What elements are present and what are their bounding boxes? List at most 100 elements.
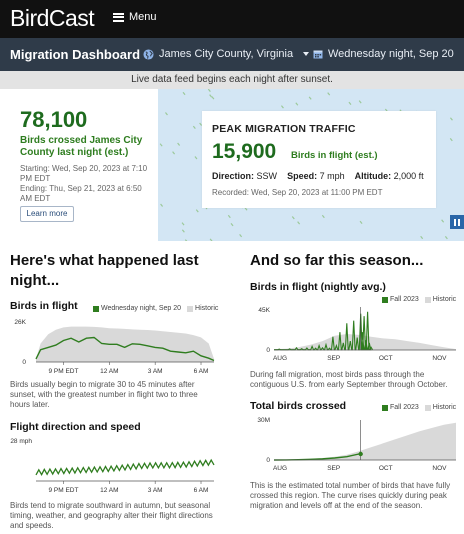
- bird-speck: [172, 151, 176, 155]
- x-tick-label: SEP: [327, 465, 340, 472]
- top-bar: BirdCast Menu: [0, 0, 464, 38]
- legend-label-historic: Historic: [432, 296, 457, 303]
- x-tick-label: 9 PM EDT: [49, 368, 79, 375]
- season-heading: And so far this season...: [250, 252, 424, 269]
- bird-speck: [321, 214, 325, 219]
- pause-button[interactable]: [450, 215, 464, 229]
- total-chart-caption: This is the estimated total number of bi…: [250, 481, 451, 510]
- flight-chart-legend: Wednesday night, Sep 20 Historic: [93, 305, 218, 312]
- bird-speck: [227, 214, 231, 219]
- dashboard-bar: Migration Dashboard James City County, V…: [0, 38, 464, 71]
- peak-value: 15,900: [212, 140, 277, 163]
- x-tick-label: 6 AM: [194, 487, 209, 494]
- nightly-chart-title: Birds in flight (nightly avg.): [250, 281, 386, 293]
- dashboard-title: Migration Dashboard: [10, 47, 141, 62]
- speed-label: Speed:: [287, 171, 318, 181]
- y-tick-label: 28 mph: [10, 438, 32, 445]
- menu-button[interactable]: Menu: [113, 11, 157, 23]
- bird-speck: [295, 102, 299, 106]
- birdcast-logo[interactable]: BirdCast: [10, 5, 95, 31]
- bird-speck: [244, 207, 248, 211]
- bird-speck: [181, 222, 185, 226]
- x-tick-label: AUG: [273, 465, 287, 472]
- direction-chart-title: Flight direction and speed: [10, 421, 141, 433]
- total-chart-legend: Fall 2023 Historic: [382, 404, 456, 411]
- bird-speck: [449, 117, 453, 121]
- legend-swatch-current: [382, 296, 388, 303]
- bird-speck: [211, 96, 215, 100]
- y-tick-label: 30M: [257, 417, 270, 424]
- altitude-label: Altitude:: [354, 171, 392, 181]
- summary-panel: 78,100 Birds crossed James City County l…: [0, 89, 158, 241]
- bird-speck: [199, 122, 203, 126]
- bird-speck: [209, 94, 213, 98]
- historic-area: [274, 422, 456, 460]
- current-night-line: [35, 336, 215, 362]
- bird-speck: [297, 221, 301, 225]
- legend-swatch-historic: [424, 404, 431, 411]
- y-tick-label: 26K: [14, 319, 26, 326]
- total-chart-title: Total birds crossed: [250, 400, 347, 412]
- nightly-chart-caption: During fall migration, most birds pass t…: [250, 370, 448, 389]
- bird-speck: [207, 89, 211, 93]
- x-tick-label: 3 AM: [148, 487, 163, 494]
- bird-speck: [348, 101, 352, 106]
- legend-label-current: Fall 2023: [390, 296, 419, 303]
- y-tick-label: 0: [266, 457, 270, 464]
- bird-speck: [441, 219, 445, 223]
- bird-speck: [280, 105, 284, 109]
- y-tick-label: 0: [266, 347, 270, 354]
- bird-speck: [182, 91, 186, 96]
- hamburger-icon: [113, 12, 124, 22]
- end-time: Ending: Thu, Sep 21, 2023 at 6:50 AM EDT: [20, 184, 142, 203]
- legend-swatch-current: [382, 404, 388, 411]
- bird-speck: [308, 96, 312, 100]
- time-range: Starting: Wed, Sep 20, 2023 at 7:10 PM E…: [20, 164, 152, 204]
- total-birds-label: Birds crossed James City County last nig…: [20, 135, 143, 158]
- x-tick-label: NOV: [432, 465, 447, 472]
- bird-speck: [449, 138, 453, 142]
- date-selector[interactable]: Wednesday night, Sep 20: [313, 48, 464, 60]
- location-selector[interactable]: James City County, Virginia: [143, 48, 310, 60]
- bird-speck: [177, 142, 181, 146]
- x-tick-label: SEP: [327, 355, 340, 362]
- date-label: Wednesday night, Sep 20: [328, 48, 454, 60]
- bird-speck: [160, 203, 164, 207]
- info-bar: Live data feed begins each night after s…: [0, 71, 464, 89]
- bird-speck: [359, 220, 363, 225]
- x-tick-label: 12 AM: [100, 368, 118, 375]
- bird-speck: [209, 238, 213, 241]
- peak-traffic-card: PEAK MIGRATION TRAFFIC 15,900 Birds in f…: [202, 111, 436, 208]
- bird-speck: [192, 125, 196, 129]
- direction-label: Direction:: [212, 171, 255, 181]
- historic-area: [36, 326, 214, 362]
- x-tick-label: OCT: [379, 355, 393, 362]
- bird-speck: [444, 236, 448, 240]
- legend-label-current: Fall 2023: [390, 404, 419, 411]
- bird-speck: [358, 100, 362, 104]
- x-tick-label: 3 AM: [148, 368, 163, 375]
- bird-speck: [230, 223, 234, 227]
- x-tick-label: 9 PM EDT: [49, 487, 79, 494]
- bird-speck: [184, 239, 188, 241]
- peak-value-label: Birds in flight (est.): [291, 150, 378, 161]
- flight-chart-caption: Birds usually begin to migrate 30 to 45 …: [10, 380, 198, 409]
- y-tick-label: 45K: [258, 307, 270, 314]
- start-time: Starting: Wed, Sep 20, 2023 at 7:10 PM E…: [20, 164, 148, 183]
- calendar-icon: [313, 50, 323, 59]
- location-label: James City County, Virginia: [159, 48, 294, 60]
- bird-speck: [291, 216, 295, 220]
- total-birds-value: 78,100: [20, 107, 88, 132]
- bird-speck: [195, 209, 199, 213]
- legend-swatch-current: [93, 305, 99, 312]
- bird-speck: [239, 234, 243, 238]
- x-tick-label: 12 AM: [100, 487, 118, 494]
- altitude-value: 2,000 ft: [393, 171, 424, 181]
- learn-more-button[interactable]: Learn more: [20, 206, 74, 222]
- legend-label-historic: Historic: [432, 404, 457, 411]
- last-night-heading: Here's what happened last night...: [10, 252, 199, 289]
- peak-recorded: Recorded: Wed, Sep 20, 2023 at 11:00 PM …: [212, 188, 383, 197]
- x-tick-label: OCT: [379, 465, 393, 472]
- x-tick-label: 6 AM: [194, 368, 209, 375]
